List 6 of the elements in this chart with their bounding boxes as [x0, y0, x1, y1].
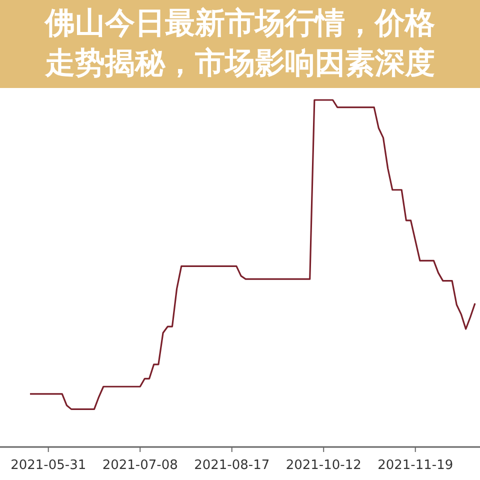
chart-title: 佛山今日最新市场行情，价格走势揭秘，市场影响因素深度 — [0, 0, 480, 88]
x-tick-label: 2021-08-17 — [194, 458, 270, 473]
x-tick-label: 2021-05-31 — [10, 458, 86, 473]
x-tick-label: 2021-10-12 — [286, 458, 362, 473]
x-tick-label: 2021-11-19 — [378, 458, 454, 473]
x-tick-label: 2021-07-08 — [102, 458, 178, 473]
